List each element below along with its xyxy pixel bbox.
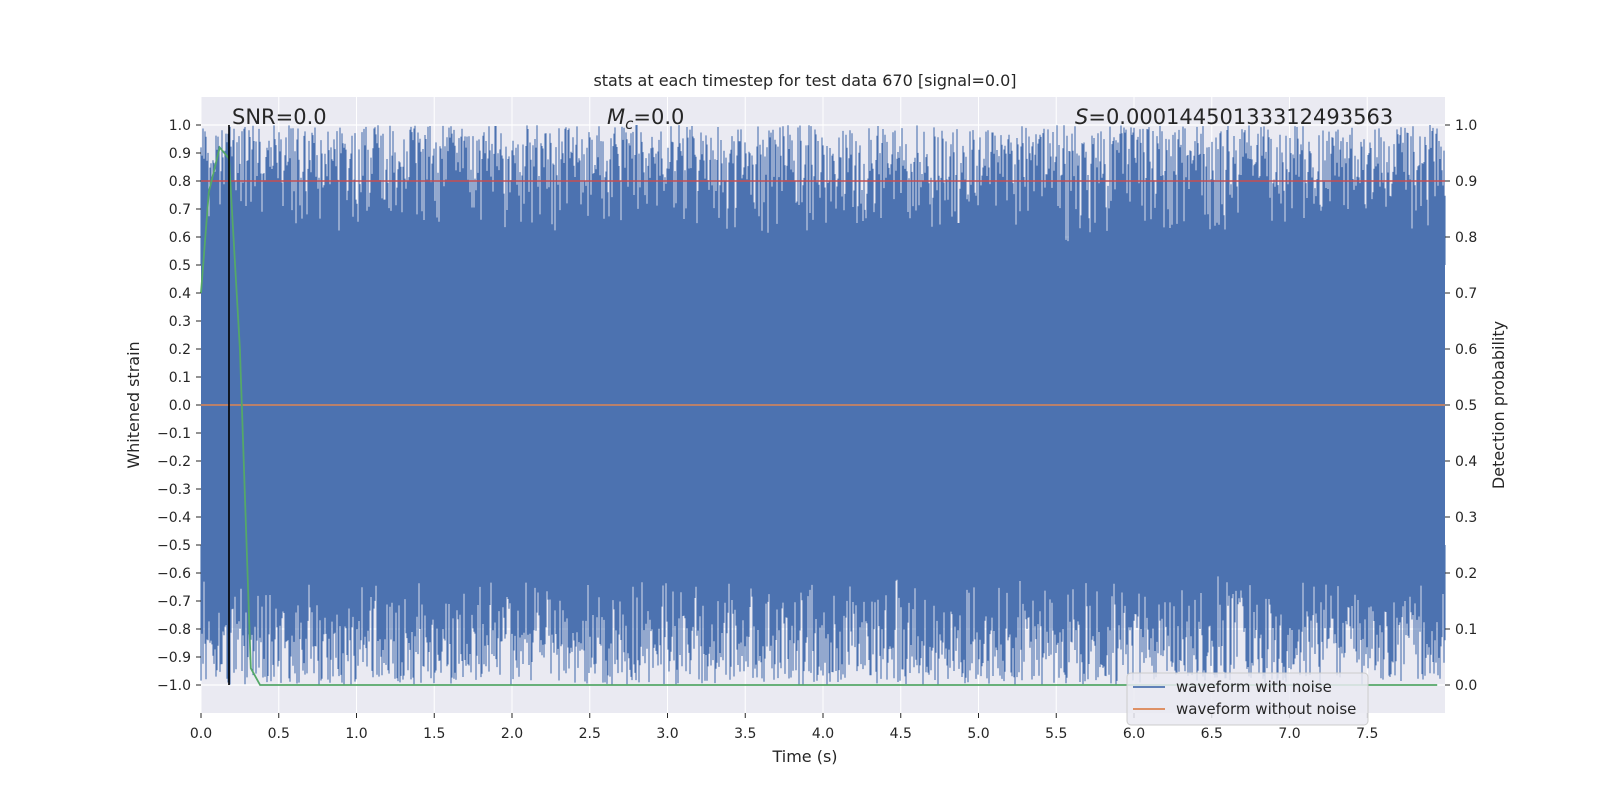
x-tick-label: 5.5 bbox=[1045, 726, 1067, 742]
y-right-tick-label: 0.8 bbox=[1455, 230, 1477, 246]
mc-annotation: Mc=0.0 bbox=[607, 105, 684, 133]
noise-waveform-line bbox=[200, 125, 1446, 685]
y-right-tick-label: 0.0 bbox=[1455, 678, 1477, 694]
legend-box bbox=[1126, 672, 1369, 726]
x-tick-label: 1.5 bbox=[423, 726, 445, 742]
y-left-tick-label: −0.3 bbox=[157, 482, 191, 498]
y-left-tick-label: −0.1 bbox=[157, 426, 191, 442]
x-tick-label: 3.5 bbox=[734, 726, 756, 742]
y-axis-left-ticks: 1.0 0.9 0.8 0.7 0.6 0.5 0.4 0.3 0.2 0.1 0.0 −0.1 −0.… bbox=[157, 118, 201, 694]
y-axis-right-ticks: 1.0 0.9 0.8 0.7 0.6 0.5 0.4 0.3 0.2 0.1 0.0 bbox=[1445, 118, 1477, 694]
x-tick-label: 7.5 bbox=[1356, 726, 1378, 742]
y-left-tick-label: −0.2 bbox=[157, 454, 191, 470]
mc-value: =0.0 bbox=[633, 105, 684, 129]
y-left-tick-label: 0.7 bbox=[169, 202, 191, 218]
y-axis-right-label: Detection probability bbox=[1489, 321, 1508, 489]
x-tick-label: 4.0 bbox=[812, 726, 834, 742]
y-left-tick-label: 0.2 bbox=[169, 342, 191, 358]
snr-annotation: SNR=0.0 bbox=[232, 105, 327, 129]
legend-label-clean: waveform without noise bbox=[1176, 700, 1356, 718]
y-left-tick-label: −0.9 bbox=[157, 650, 191, 666]
legend: waveform with noise waveform without noi… bbox=[1126, 672, 1369, 726]
y-right-tick-label: 0.3 bbox=[1455, 510, 1477, 526]
y-left-tick-label: 1.0 bbox=[169, 118, 191, 134]
x-tick-label: 5.0 bbox=[967, 726, 989, 742]
y-left-tick-label: 0.5 bbox=[169, 258, 191, 274]
x-tick-label: 0.0 bbox=[190, 726, 212, 742]
y-left-tick-label: −1.0 bbox=[157, 678, 191, 694]
x-tick-label: 6.5 bbox=[1201, 726, 1223, 742]
y-left-tick-label: 0.1 bbox=[169, 370, 191, 386]
y-left-tick-label: −0.7 bbox=[157, 594, 191, 610]
x-tick-label: 7.0 bbox=[1278, 726, 1300, 742]
x-axis-label: Time (s) bbox=[771, 747, 837, 766]
y-left-tick-label: −0.4 bbox=[157, 510, 191, 526]
s-symbol: S bbox=[1075, 105, 1088, 129]
y-right-tick-label: 1.0 bbox=[1455, 118, 1477, 134]
y-right-tick-label: 0.6 bbox=[1455, 342, 1477, 358]
s-annotation: S=0.00014450133312493563 bbox=[1075, 105, 1393, 129]
y-left-tick-label: 0.9 bbox=[169, 146, 191, 162]
y-left-tick-label: 0.4 bbox=[169, 286, 191, 302]
y-left-tick-label: −0.6 bbox=[157, 566, 191, 582]
chart-title: stats at each timestep for test data 670… bbox=[593, 71, 1016, 90]
detection-probability-line bbox=[200, 145, 1438, 686]
mc-symbol: M bbox=[607, 105, 625, 129]
y-right-tick-label: 0.9 bbox=[1455, 174, 1477, 190]
y-right-tick-label: 0.7 bbox=[1455, 286, 1477, 302]
x-tick-label: 6.0 bbox=[1123, 726, 1145, 742]
y-left-tick-label: −0.5 bbox=[157, 538, 191, 554]
y-left-tick-label: −0.8 bbox=[157, 622, 191, 638]
s-value: =0.00014450133312493563 bbox=[1088, 105, 1393, 129]
y-right-tick-label: 0.4 bbox=[1455, 454, 1477, 470]
x-axis-ticks: 0.0 0.5 1.0 1.5 2.0 2.5 3.0 3.5 4.0 4.5 5.0 5.5 6.0 6… bbox=[190, 713, 1378, 742]
y-right-tick-label: 0.2 bbox=[1455, 566, 1477, 582]
x-tick-label: 4.5 bbox=[890, 726, 912, 742]
x-tick-label: 2.5 bbox=[579, 726, 601, 742]
y-left-tick-label: 0.8 bbox=[169, 174, 191, 190]
x-tick-label: 2.0 bbox=[501, 726, 523, 742]
y-left-tick-label: 0.0 bbox=[169, 398, 191, 414]
legend-label-noise: waveform with noise bbox=[1176, 678, 1332, 696]
mc-subscript: c bbox=[625, 115, 634, 133]
y-axis-left-label: Whitened strain bbox=[124, 341, 143, 468]
y-left-tick-label: 0.6 bbox=[169, 230, 191, 246]
overlays bbox=[200, 125, 1445, 686]
x-tick-label: 1.0 bbox=[345, 726, 367, 742]
y-right-tick-label: 0.1 bbox=[1455, 622, 1477, 638]
x-tick-label: 3.0 bbox=[656, 726, 678, 742]
x-tick-label: 0.5 bbox=[268, 726, 290, 742]
y-right-tick-label: 0.5 bbox=[1455, 398, 1477, 414]
y-left-tick-label: 0.3 bbox=[169, 314, 191, 330]
